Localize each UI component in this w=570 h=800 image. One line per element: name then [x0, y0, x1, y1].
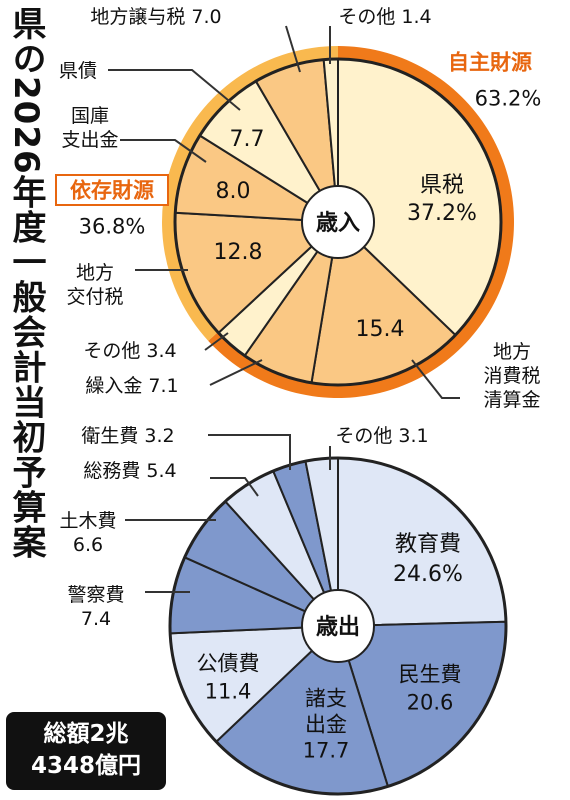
- expend-value-0: 教育費 24.6%: [393, 532, 463, 587]
- leader-sonota-rev2: [204, 332, 229, 351]
- label-doboku: 土木費 6.6: [59, 510, 116, 556]
- leader-kokko: [120, 139, 207, 163]
- revenue-value-4: 12.8: [214, 240, 263, 265]
- revenue-value-0: 県税 37.2%: [407, 173, 477, 226]
- leader-chihou-jouyo: [285, 25, 301, 73]
- expend-center-label: 歳出: [316, 615, 360, 640]
- group-dep-box: [55, 174, 169, 206]
- ring-self-funded: [208, 46, 514, 398]
- label-kokko: 国庫支出金: [61, 105, 118, 151]
- revenue-value-1: 15.4: [356, 317, 405, 342]
- total-amount-box: 総額2兆 4348億円: [6, 712, 166, 790]
- leader-eisei: [208, 434, 291, 470]
- total-line-2: 4348億円: [30, 753, 141, 779]
- ring-dependent: [161, 46, 338, 341]
- label-soumu: 総務費 5.4: [83, 460, 176, 482]
- revenue-pie-outline: [173, 57, 503, 387]
- expend-value-3: 公債費 11.4: [197, 652, 260, 704]
- group-dep-name: 依存財源: [70, 179, 154, 203]
- group-self-pct: 63.2%: [475, 87, 542, 111]
- label-sonota-rev2: その他 3.4: [83, 340, 176, 362]
- label-chihou-jouyo: 地方譲与税 7.0: [90, 6, 221, 28]
- label-keisatsu: 警察費 7.4: [67, 584, 124, 630]
- group-dep-pct: 36.8%: [79, 215, 146, 239]
- leader-seisan: [411, 359, 460, 399]
- leader-kurire: [209, 359, 263, 386]
- group-self-name: 自主財源: [448, 51, 532, 75]
- revenue-value-6: 7.7: [230, 127, 265, 152]
- revenue-center: [301, 185, 375, 259]
- label-sonota-rev1: その他 1.4: [338, 6, 431, 28]
- expend-value-2: 諸支出金 17.7: [303, 687, 350, 763]
- leader-soumu: [210, 477, 259, 497]
- leader-kensai: [108, 69, 241, 111]
- label-seisan: 地方消費税清算金: [483, 341, 540, 411]
- expend-center: [301, 589, 375, 663]
- expend-value-1: 民生費 20.6: [399, 663, 462, 715]
- label-koufu: 地方交付税: [66, 262, 123, 308]
- expend-pie-outline: [168, 456, 508, 796]
- revenue-value-5: 8.0: [216, 179, 251, 204]
- chart-title: 県の2026年度一般会計当初予算案: [6, 6, 46, 560]
- label-sonota-exp: その他 3.1: [335, 425, 428, 447]
- revenue-center-label: 歳入: [316, 211, 360, 236]
- label-eisei: 衛生費 3.2: [81, 425, 174, 447]
- total-line-1: 総額2兆: [43, 721, 129, 747]
- label-kensai: 県債: [59, 60, 97, 82]
- label-kurire: 繰入金 7.1: [85, 375, 178, 397]
